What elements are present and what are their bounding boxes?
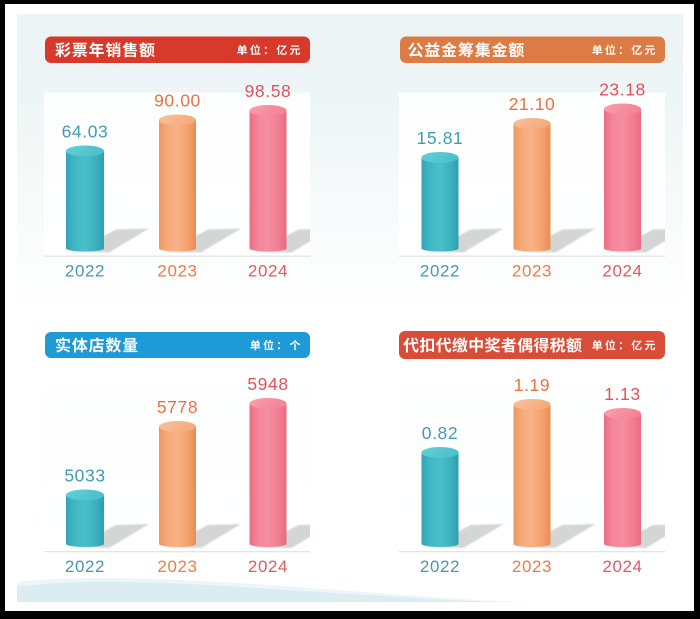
- svg-text:64.03: 64.03: [62, 122, 109, 142]
- svg-text:1.19: 1.19: [514, 375, 550, 395]
- svg-text:21.10: 21.10: [509, 94, 556, 114]
- svg-text:15.81: 15.81: [417, 128, 464, 148]
- svg-text:5033: 5033: [64, 466, 105, 486]
- svg-text:2024: 2024: [248, 557, 288, 576]
- svg-text:98.58: 98.58: [245, 81, 292, 101]
- svg-text:1.13: 1.13: [604, 384, 640, 404]
- svg-text:2024: 2024: [602, 262, 642, 281]
- svg-text:2022: 2022: [65, 557, 105, 576]
- svg-text:5778: 5778: [157, 397, 198, 417]
- svg-text:90.00: 90.00: [154, 91, 201, 111]
- svg-text:5948: 5948: [247, 374, 288, 394]
- svg-text:2024: 2024: [248, 262, 288, 281]
- svg-text:2022: 2022: [420, 262, 460, 281]
- svg-text:2022: 2022: [65, 262, 105, 281]
- svg-text:2023: 2023: [157, 557, 197, 576]
- svg-text:23.18: 23.18: [599, 80, 646, 100]
- svg-text:0.82: 0.82: [422, 423, 458, 443]
- svg-text:2023: 2023: [157, 262, 197, 281]
- svg-text:2023: 2023: [512, 262, 552, 281]
- svg-text:2024: 2024: [602, 557, 642, 576]
- svg-text:2022: 2022: [420, 557, 460, 576]
- svg-text:2023: 2023: [512, 557, 552, 576]
